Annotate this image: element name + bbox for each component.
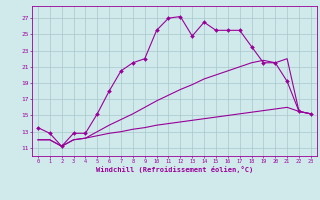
X-axis label: Windchill (Refroidissement éolien,°C): Windchill (Refroidissement éolien,°C) (96, 166, 253, 173)
